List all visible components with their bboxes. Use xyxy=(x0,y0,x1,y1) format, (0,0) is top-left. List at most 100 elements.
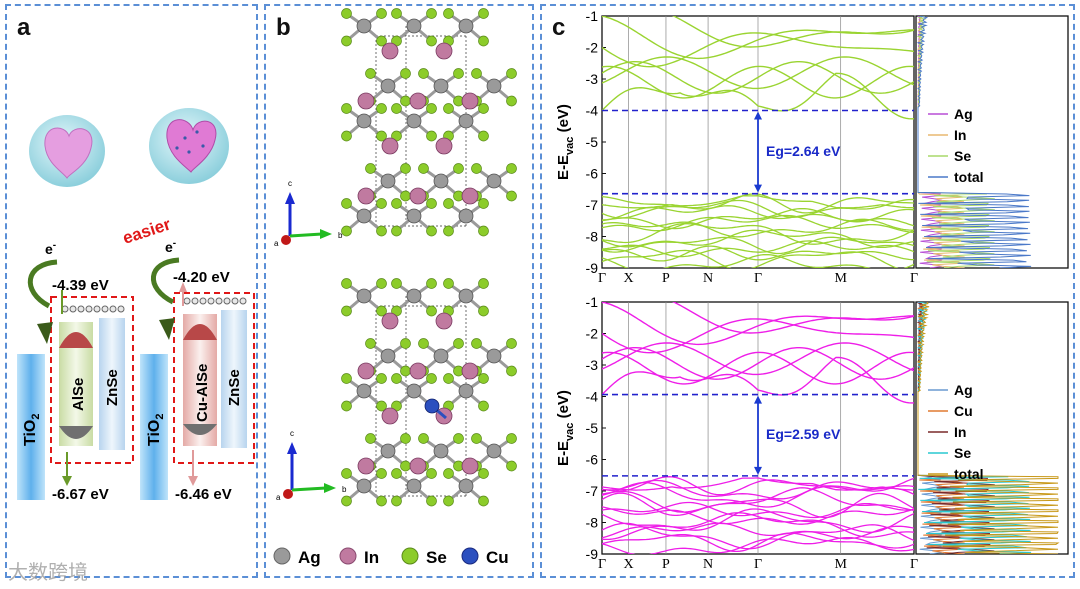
cb-level-left: -4.39 eV xyxy=(52,277,109,294)
svg-text:a: a xyxy=(276,493,281,502)
conduction-band xyxy=(602,32,914,68)
y-tick-label: -8 xyxy=(586,229,599,245)
k-tick-label: X xyxy=(623,557,633,572)
valence-band xyxy=(602,522,914,540)
conduction-band xyxy=(602,318,914,354)
electron-label-right: e- xyxy=(165,238,176,255)
k-tick-label: Γ xyxy=(754,271,762,286)
valence-band xyxy=(602,205,914,223)
conduction-band xyxy=(602,72,914,120)
valence-band xyxy=(602,249,899,268)
svg-text:b: b xyxy=(342,485,347,494)
dos-legend-label: Se xyxy=(954,445,971,461)
y-tick-label: -3 xyxy=(586,357,599,373)
conduction-band xyxy=(602,56,914,90)
y-axis-label: E-Evac (eV) xyxy=(555,104,576,180)
y-tick-label: -4 xyxy=(586,103,599,119)
dos-legend-label: Se xyxy=(954,148,971,164)
dos-curve xyxy=(916,302,1060,554)
tio2-label-right: TiO2 xyxy=(146,414,166,447)
valence-band xyxy=(602,236,914,255)
k-tick-label: Γ xyxy=(754,557,762,572)
dos-legend-label: In xyxy=(954,424,966,440)
legend-ag-dot xyxy=(273,547,291,565)
crystal-structures: c b a c b a Ag In Se Cu xyxy=(273,8,517,567)
k-tick-label: X xyxy=(623,271,633,286)
panel-a: a xyxy=(5,4,258,578)
znse-bar-right xyxy=(221,310,247,448)
conduction-band xyxy=(602,342,914,376)
y-axis-label: E-Evac (eV) xyxy=(555,390,576,466)
legend-cu: Cu xyxy=(486,548,509,567)
k-tick-label: M xyxy=(834,271,847,286)
k-tick-label: Γ xyxy=(910,557,918,572)
dos-legend-label: In xyxy=(954,127,966,143)
svg-text:a: a xyxy=(274,239,279,248)
valence-band xyxy=(602,501,914,519)
cu-alse-label: Cu-AlSe xyxy=(194,364,211,422)
k-tick-label: M xyxy=(834,557,847,572)
dos-legend-label: Cu xyxy=(954,403,973,419)
core-shell-box-right xyxy=(173,292,255,464)
tio2-bar-left xyxy=(17,354,45,500)
conduction-band xyxy=(602,356,914,404)
panel-c: c xyxy=(540,4,1075,578)
k-tick-label: Γ xyxy=(598,557,606,572)
valence-band xyxy=(602,222,914,245)
vb-level-left: -6.67 eV xyxy=(52,486,109,503)
svg-text:b: b xyxy=(338,231,343,240)
y-tick-label: -7 xyxy=(586,197,599,213)
dos-legend-label: total xyxy=(954,169,984,185)
y-tick-label: -1 xyxy=(586,294,599,310)
k-tick-label: N xyxy=(703,557,713,572)
energy-diagram: easier TiO2 AlSe ZnSe -4.39 eV -6.67 eV … xyxy=(17,108,255,503)
core-shell-box-left xyxy=(50,296,134,464)
valence-band xyxy=(602,198,914,219)
watermark: 大数跨境 xyxy=(8,560,88,584)
k-tick-label: P xyxy=(662,271,670,286)
conduction-band xyxy=(602,302,914,346)
valence-band xyxy=(602,508,914,533)
band-gap-label: Eg=2.59 eV xyxy=(766,426,841,442)
atom-legend: Ag In Se Cu xyxy=(273,547,509,567)
znse-label-left: ZnSe xyxy=(104,369,121,406)
dos-legend-label: total xyxy=(954,466,984,482)
tio2-label-left: TiO2 xyxy=(22,414,42,447)
k-tick-label: N xyxy=(703,271,713,286)
dos-legend-label: Ag xyxy=(954,382,973,398)
axes-top: c b a xyxy=(274,179,343,248)
valence-band xyxy=(602,536,914,554)
legend-in: In xyxy=(364,548,379,567)
cu-atom xyxy=(424,398,440,414)
y-tick-label: -2 xyxy=(586,40,599,56)
legend-ag: Ag xyxy=(298,548,321,567)
conduction-band xyxy=(602,351,914,385)
electron-label-left: e- xyxy=(45,240,56,257)
y-tick-label: -8 xyxy=(586,515,599,531)
y-tick-label: -2 xyxy=(586,326,599,342)
y-tick-label: -5 xyxy=(586,420,599,436)
k-tick-label: P xyxy=(662,557,670,572)
dos-curve xyxy=(916,302,1032,554)
legend-cu-dot xyxy=(461,547,479,565)
valence-band xyxy=(602,532,914,553)
svg-text:c: c xyxy=(290,429,294,438)
valence-band xyxy=(602,214,914,234)
y-tick-label: -7 xyxy=(586,483,599,499)
quantum-dot-left xyxy=(29,115,105,187)
cb-level-right: -4.20 eV xyxy=(173,269,230,286)
valence-band xyxy=(602,487,914,513)
y-tick-label: -6 xyxy=(586,452,599,468)
dos-curve xyxy=(916,16,1032,268)
dos-legend-label: Ag xyxy=(954,106,973,122)
valence-band xyxy=(602,253,914,268)
y-tick-label: -3 xyxy=(586,71,599,87)
valence-band xyxy=(602,207,914,230)
svg-text:c: c xyxy=(288,179,292,188)
dos-frame xyxy=(915,301,1069,555)
conduction-band xyxy=(602,65,914,99)
panel-b: b xyxy=(264,4,534,578)
k-tick-label: Γ xyxy=(910,271,918,286)
valence-band xyxy=(602,479,914,500)
quantum-dot-right xyxy=(149,108,229,184)
